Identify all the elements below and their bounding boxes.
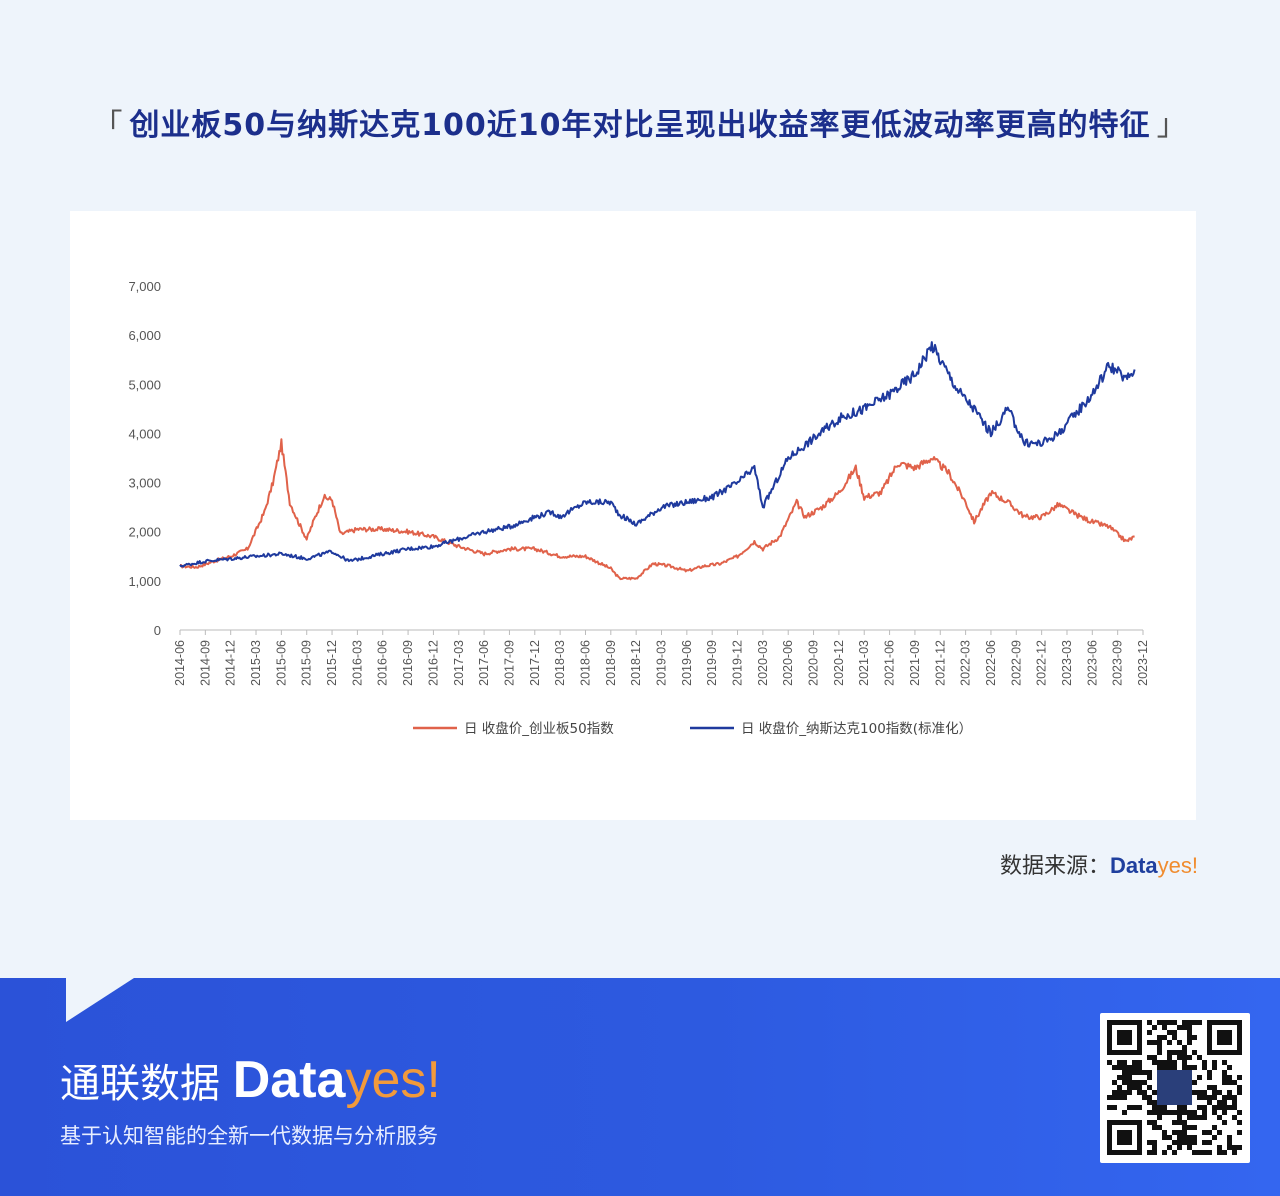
y-tick-label: 7,000 [128, 279, 161, 294]
x-tick-label: 2015-09 [300, 640, 314, 686]
footer-tab-notch [66, 978, 134, 1022]
x-tick-label: 2023-09 [1111, 640, 1125, 686]
x-tick-label: 2016-06 [376, 640, 390, 686]
x-tick-label: 2020-09 [807, 640, 821, 686]
series-line-chinext50 [180, 438, 1135, 581]
y-tick-label: 1,000 [128, 574, 161, 589]
legend-label: 日 收盘价_纳斯达克100指数(标准化） [741, 720, 972, 737]
x-tick-label: 2023-06 [1085, 640, 1099, 686]
x-tick-label: 2020-12 [832, 640, 846, 686]
legend: 日 收盘价_创业板50指数 日 收盘价_纳斯达克100指数(标准化） [413, 720, 972, 737]
x-tick-label: 2019-06 [680, 640, 694, 686]
y-tick-label: 6,000 [128, 328, 161, 343]
x-tick-label: 2014-06 [173, 640, 187, 686]
y-tick-label: 5,000 [128, 377, 161, 392]
x-tick-label: 2018-06 [578, 640, 592, 686]
x-tick-label: 2023-03 [1060, 640, 1074, 686]
footer-brand: 通联数据 Datayes! [60, 1050, 441, 1110]
footer-banner [0, 978, 1280, 1196]
x-tick-label: 2019-03 [655, 640, 669, 686]
title-text: 创业板50与纳斯达克100近10年对比呈现出收益率更低波动率更高的特征 [129, 108, 1151, 143]
x-tick-label: 2022-03 [959, 640, 973, 686]
x-tick-label: 2017-06 [477, 640, 491, 686]
x-tick-label: 2015-12 [325, 640, 339, 686]
line-chart: 0 1,000 2,000 3,000 4,000 5,000 6,000 7,000 201… [128, 279, 1150, 737]
y-tick-label: 3,000 [128, 476, 161, 491]
page-title: 「创业板50与纳斯达克100近10年对比呈现出收益率更低波动率更高的特征」 [0, 100, 1280, 144]
legend-label: 日 收盘价_创业板50指数 [464, 720, 614, 737]
source-brand-yes: yes! [1157, 853, 1198, 878]
x-tick-label: 2021-03 [857, 640, 871, 686]
x-tick-label: 2016-12 [426, 640, 440, 686]
footer-logo-yes: yes! [345, 1051, 441, 1109]
x-tick-label: 2017-09 [502, 640, 516, 686]
y-tick-label: 2,000 [128, 525, 161, 540]
x-tick-label: 2021-09 [908, 640, 922, 686]
x-tick-label: 2021-12 [933, 640, 947, 686]
x-tick-label: 2015-06 [274, 640, 288, 686]
x-tick-label: 2022-09 [1009, 640, 1023, 686]
x-tick-label: 2017-03 [452, 640, 466, 686]
series-group [179, 341, 1136, 581]
x-tick-label: 2014-12 [224, 640, 238, 686]
x-tick-label: 2018-12 [629, 640, 643, 686]
x-tick-label: 2018-03 [553, 640, 567, 686]
footer-logo-data: Data [232, 1051, 346, 1109]
footer-brand-cn: 通联数据 [60, 1061, 220, 1107]
y-axis-labels: 0 1,000 2,000 3,000 4,000 5,000 6,000 7,000 [128, 279, 161, 638]
x-tick-label: 2021-06 [883, 640, 897, 686]
x-tick-label: 2019-09 [705, 640, 719, 686]
x-tick-label: 2020-06 [781, 640, 795, 686]
chart-card [70, 211, 1196, 820]
series-line-nasdaq100 [179, 341, 1136, 568]
source-brand-data: Data [1109, 853, 1158, 878]
x-tick-label: 2020-03 [756, 640, 770, 686]
qr-code-icon[interactable] [1100, 1013, 1250, 1163]
x-tick-label: 2022-12 [1035, 640, 1049, 686]
x-tick-label: 2014-09 [198, 640, 212, 686]
footer-slogan: 基于认知智能的全新一代数据与分析服务 [60, 1124, 438, 1148]
x-tick-label: 2023-12 [1136, 640, 1150, 686]
title-bracket-right: 」 [1156, 108, 1188, 143]
source-label: 数据来源： [999, 854, 1110, 879]
x-tick-label: 2018-09 [604, 640, 618, 686]
y-tick-label: 0 [154, 623, 161, 638]
x-tick-label: 2015-03 [249, 640, 263, 686]
data-source: 数据来源：Datayes! [1000, 848, 1198, 880]
x-tick-label: 2019-12 [731, 640, 745, 686]
x-tick-label: 2022-06 [984, 640, 998, 686]
x-axis: 2014-06 2014-09 2014-12 2015-03 2015-06 2015-… [173, 629, 1150, 686]
x-tick-label: 2016-03 [350, 640, 364, 686]
x-tick-label: 2017-12 [528, 640, 542, 686]
title-bracket-left: 「 [92, 108, 124, 143]
qr-center-logo [1157, 1070, 1192, 1105]
qr-pattern [1107, 1020, 1242, 1155]
y-tick-label: 4,000 [128, 426, 161, 441]
x-tick-label: 2016-09 [401, 640, 415, 686]
